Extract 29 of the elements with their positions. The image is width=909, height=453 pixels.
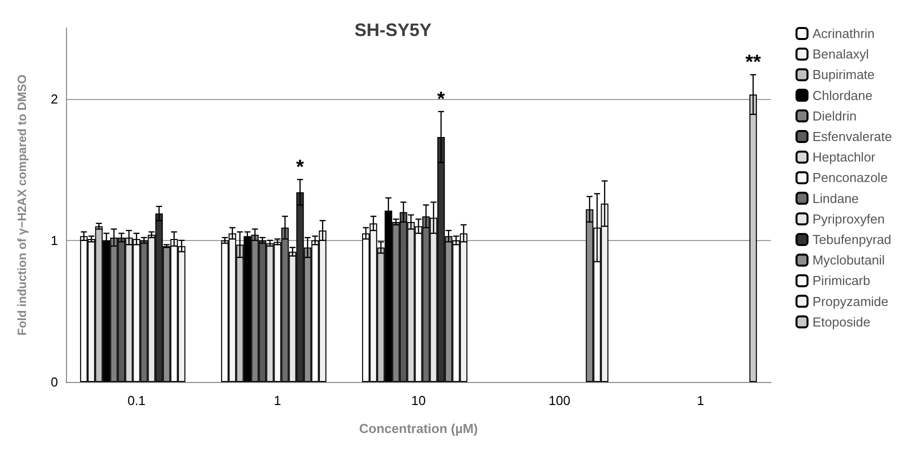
data-label: **: [745, 52, 762, 74]
legend-label: Bupirimate: [812, 67, 875, 82]
x-tick-label: 1: [274, 393, 282, 408]
legend-label: Acrinathrin: [812, 26, 875, 41]
x-tick-label: 10: [411, 393, 426, 408]
y-axis-title: Fold induction of γ−H2AX compared to DMSO: [15, 74, 29, 336]
data-label: *: [296, 156, 304, 179]
legend-label: Penconazole: [812, 170, 888, 186]
legend-label: Pirimicarb: [812, 273, 870, 288]
legend-label: Lindane: [812, 190, 859, 206]
y-tick-label: 0: [50, 374, 58, 390]
x-tick-label: 1: [696, 393, 704, 408]
x-tick-label: 0.1: [127, 393, 146, 408]
legend-label: Tebufenpyrad: [812, 232, 892, 247]
legend-label: Myclobutanil: [812, 252, 885, 268]
legend-label: Propyzamide: [812, 294, 888, 309]
legend-label: Etoposide: [812, 314, 870, 330]
y-tick-label: 2: [50, 91, 58, 106]
x-tick-label: 100: [548, 393, 570, 408]
y-tick-label: 1: [50, 232, 58, 248]
legend-label: Benalaxyl: [812, 46, 869, 62]
legend-label: Esfenvalerate: [812, 129, 892, 144]
legend-label: Dieldrin: [812, 108, 857, 124]
x-axis-title: Concentration (µM): [359, 421, 478, 436]
legend-label: Chlordane: [812, 88, 873, 103]
legend-label: Heptachlor: [812, 150, 876, 165]
chart-title: SH-SY5Y: [354, 20, 432, 40]
data-label: *: [437, 88, 446, 111]
legend-label: Pyriproxyfen: [812, 211, 885, 226]
